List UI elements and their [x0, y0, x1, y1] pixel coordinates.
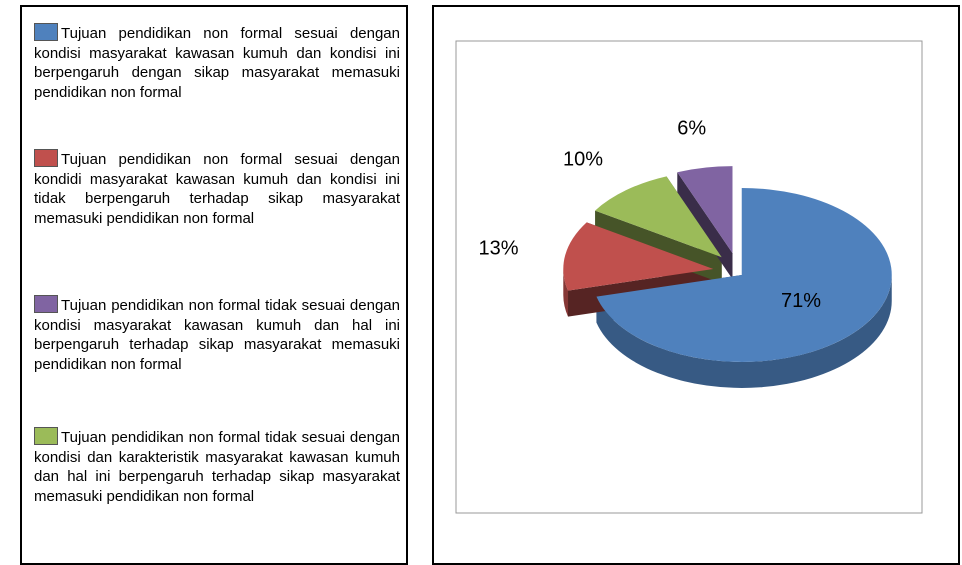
legend-entry: Tujuan pendidikan non formal tidak sesua… [34, 295, 400, 374]
legend-entry: Tujuan pendidikan non formal sesuai deng… [34, 23, 400, 102]
chart-area: 71% 13% 10% 6% [432, 5, 960, 565]
legend-swatch [34, 427, 58, 445]
data-label: 13% [478, 238, 518, 260]
legend-entry: Tujuan pendidikan non formal tidak sesua… [34, 427, 400, 506]
plot-area [455, 40, 923, 514]
slice-side [596, 274, 892, 388]
legend-label: Tujuan pendidikan non formal tidak sesua… [34, 297, 400, 373]
slice-side [677, 172, 733, 280]
legend-label: Tujuan pendidikan non formal sesuai deng… [34, 151, 400, 227]
legend-swatch [34, 149, 58, 167]
data-label: 71% [781, 290, 821, 312]
legend: Tujuan pendidikan non formal sesuai deng… [20, 5, 408, 565]
pie-slice [595, 176, 722, 258]
pie-slice [563, 222, 714, 291]
data-label: 10% [563, 148, 603, 170]
pie-slice [596, 187, 892, 362]
pie-slice [677, 166, 733, 254]
data-label: 6% [677, 118, 706, 140]
legend-label: Tujuan pendidikan non formal sesuai deng… [34, 25, 400, 101]
slice-side [563, 268, 569, 317]
legend-label: Tujuan pendidikan non formal tidak sesua… [34, 429, 400, 505]
chart: 71% 13% 10% 6% [455, 40, 923, 514]
legend-swatch [34, 23, 58, 41]
page: {"chart_data": {"type": "pie", "series":… [20, 5, 960, 565]
legend-entry: Tujuan pendidikan non formal sesuai deng… [34, 149, 400, 228]
legend-swatch [34, 295, 58, 313]
